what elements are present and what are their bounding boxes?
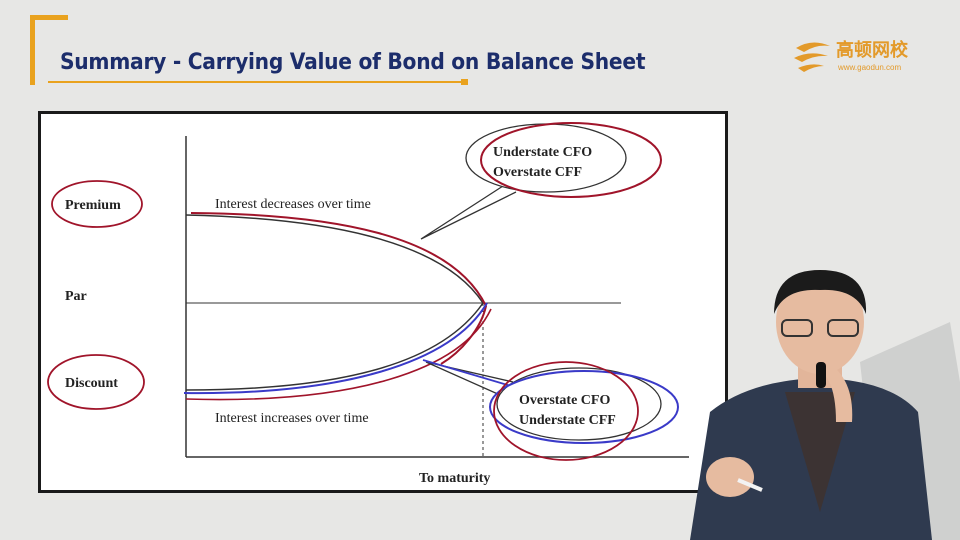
diagram-canvas: Premium Par Discount Interest decreases … [47, 122, 689, 486]
par-label: Par [65, 289, 87, 304]
discount-curve-red-annotation [185, 308, 492, 401]
bond-carrying-value-diagram: Premium Par Discount Interest decreases … [38, 111, 728, 493]
presenter-video [690, 270, 960, 540]
premium-callout-line2: Overstate CFF [493, 165, 582, 180]
discount-callout-blue-pointer [422, 359, 512, 387]
premium-callout-red-circle [480, 122, 662, 198]
glasses-left-icon [781, 319, 813, 337]
x-axis-label: To maturity [419, 471, 490, 486]
premium-curve-label: Interest decreases over time [215, 197, 371, 212]
premium-curve [185, 214, 484, 304]
discount-curve [185, 302, 484, 391]
premium-label: Premium [65, 198, 121, 213]
discount-curve-label: Interest increases over time [215, 411, 369, 426]
discount-callout-line1: Overstate CFO [519, 393, 610, 408]
premium-callout-pointer [420, 185, 517, 240]
brand-logo: 高顿网校 www.gaodun.com [790, 36, 930, 80]
logo-url: www.gaodun.com [838, 63, 902, 72]
title-underline-end [461, 79, 468, 85]
glasses-right-icon [827, 319, 859, 337]
logo-mark-icon [794, 42, 830, 72]
presenter-hand-pen [706, 457, 754, 497]
premium-label-circle [51, 180, 143, 228]
presenter-face [776, 270, 864, 374]
title-underline [48, 81, 466, 83]
discount-label: Discount [65, 376, 118, 391]
microphone-icon [816, 362, 826, 388]
discount-curve-annotation [183, 302, 488, 395]
discount-callout-line2: Understate CFF [519, 413, 616, 428]
slide-title: Summary - Carrying Value of Bond on Bala… [60, 50, 646, 75]
discount-callout-bubble [496, 367, 662, 441]
premium-callout-line1: Understate CFO [493, 145, 592, 160]
presenter-hand-microphone [820, 358, 853, 422]
discount-callout-red-circle [493, 361, 639, 461]
presenter-hair [774, 270, 867, 314]
logo-name: 高顿网校 [836, 40, 908, 61]
pen-icon [737, 478, 763, 492]
discount-callout-blue-circle [489, 370, 679, 444]
discount-label-circle [47, 354, 145, 410]
title-bracket-decoration [30, 15, 68, 85]
